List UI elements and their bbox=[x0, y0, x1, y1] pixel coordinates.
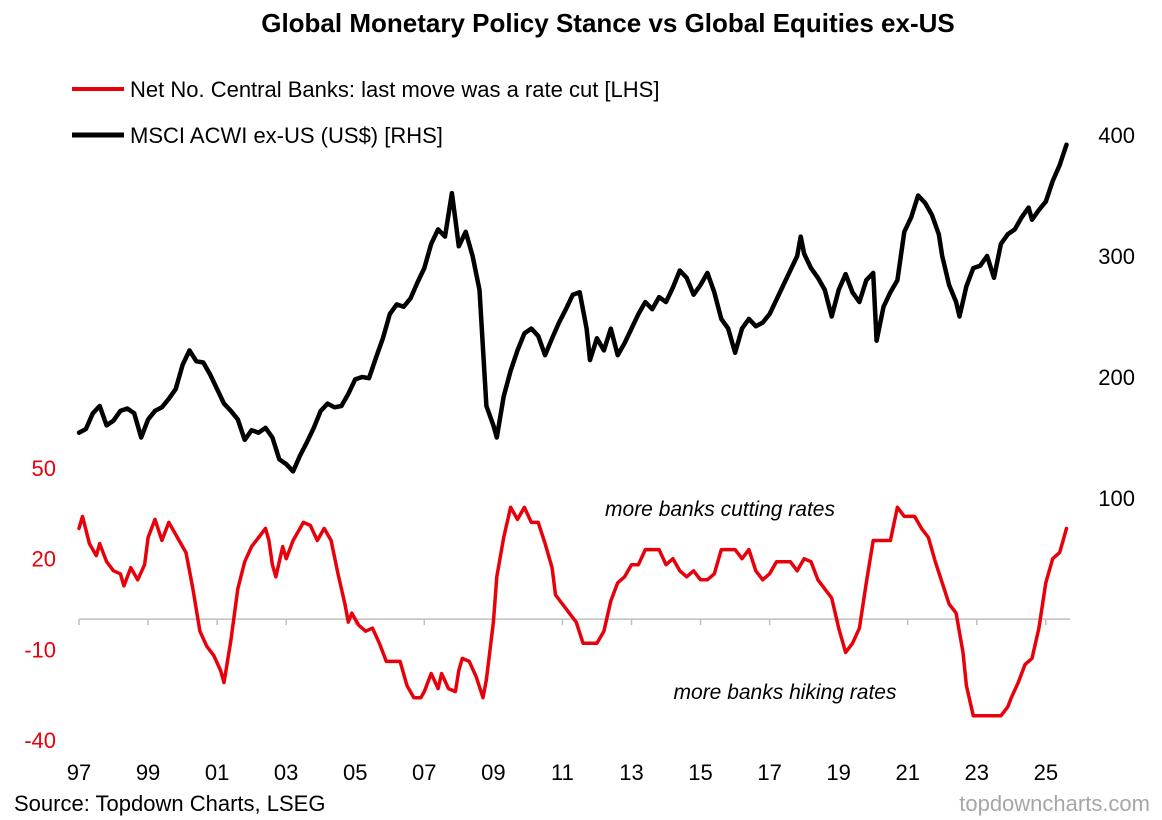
x-tick-label: 05 bbox=[343, 760, 367, 785]
right-tick-label: 400 bbox=[1098, 123, 1135, 148]
x-tick-label: 07 bbox=[412, 760, 436, 785]
series-line-msci bbox=[76, 142, 1069, 474]
left-tick-label: -40 bbox=[24, 728, 56, 753]
left-axis-tick-labels: -40 -10 20 50 bbox=[24, 456, 56, 753]
watermark: topdowncharts.com bbox=[959, 791, 1150, 816]
x-tick-label: 99 bbox=[136, 760, 160, 785]
series-layer bbox=[76, 142, 1069, 718]
x-tick-label: 01 bbox=[205, 760, 229, 785]
x-tick-label: 13 bbox=[619, 760, 643, 785]
x-tick-label: 97 bbox=[67, 760, 91, 785]
legend-label-rate-cut: Net No. Central Banks: last move was a r… bbox=[130, 77, 659, 102]
right-axis-tick-labels: 100 200 300 400 bbox=[1098, 123, 1135, 511]
x-tick-label: 25 bbox=[1034, 760, 1058, 785]
x-tick-label: 17 bbox=[757, 760, 781, 785]
source-note: Source: Topdown Charts, LSEG bbox=[14, 791, 325, 816]
x-tick-label: 11 bbox=[551, 760, 574, 785]
left-tick-label: -10 bbox=[24, 637, 56, 662]
chart-title: Global Monetary Policy Stance vs Global … bbox=[261, 8, 955, 38]
annotation-cutting: more banks cutting rates bbox=[605, 498, 835, 521]
left-tick-label: 50 bbox=[32, 456, 56, 481]
right-tick-label: 300 bbox=[1098, 244, 1135, 269]
x-tick-label: 19 bbox=[826, 760, 850, 785]
x-tick-label: 09 bbox=[481, 760, 505, 785]
right-tick-label: 200 bbox=[1098, 365, 1135, 390]
x-tick-label: 21 bbox=[895, 760, 919, 785]
series-line-rate-cut bbox=[77, 505, 1069, 718]
legend-label-msci: MSCI ACWI ex-US (US$) [RHS] bbox=[130, 123, 443, 148]
annotation-hiking: more banks hiking rates bbox=[674, 681, 897, 704]
x-tick-label: 23 bbox=[965, 760, 989, 785]
x-tick-label: 15 bbox=[688, 760, 712, 785]
right-tick-label: 100 bbox=[1098, 486, 1135, 511]
x-axis: 97 99 01 03 05 07 09 11 13 15 17 19 21 23 25 bbox=[67, 618, 1070, 785]
left-tick-label: 20 bbox=[32, 547, 56, 572]
legend: Net No. Central Banks: last move was a r… bbox=[72, 77, 659, 148]
x-tick-label: 03 bbox=[274, 760, 298, 785]
